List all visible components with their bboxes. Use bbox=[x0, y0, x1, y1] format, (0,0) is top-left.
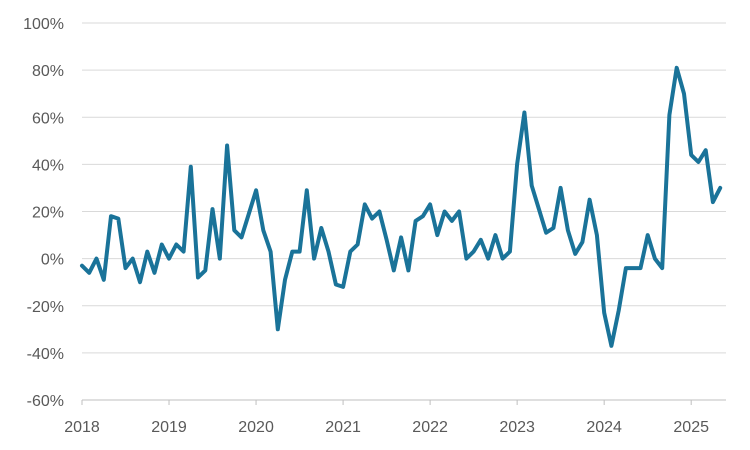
y-tick-label: -40% bbox=[27, 346, 64, 363]
series-layer bbox=[80, 65, 723, 348]
y-tick-label: -20% bbox=[27, 299, 64, 316]
x-tick-label: 2018 bbox=[64, 419, 100, 436]
x-tick-label: 2022 bbox=[412, 419, 448, 436]
y-tick-label: 20% bbox=[32, 205, 64, 222]
y-tick-label: 80% bbox=[32, 63, 64, 80]
y-tick-label: -60% bbox=[27, 393, 64, 410]
x-tick-label: 2019 bbox=[151, 419, 187, 436]
y-tick-label: 0% bbox=[41, 252, 64, 269]
gridlines bbox=[81, 22, 726, 405]
x-tick-label: 2025 bbox=[673, 419, 709, 436]
x-tick-label: 2023 bbox=[499, 419, 535, 436]
y-tick-label: 40% bbox=[32, 157, 64, 174]
x-tick-label: 2020 bbox=[238, 419, 274, 436]
y-tick-label: 60% bbox=[32, 110, 64, 127]
x-tick-label: 2021 bbox=[325, 419, 361, 436]
series-line-0 bbox=[80, 65, 723, 348]
x-tick-label: 2024 bbox=[586, 419, 622, 436]
x-axis-tick-labels: 2018 2019 2020 2021 2022 2023 2024 2025 bbox=[64, 419, 709, 436]
y-tick-label: 100% bbox=[23, 16, 64, 33]
y-axis-tick-labels: 100% 80% 60% 40% 20% 0% -20% -40% -60% bbox=[23, 16, 64, 410]
